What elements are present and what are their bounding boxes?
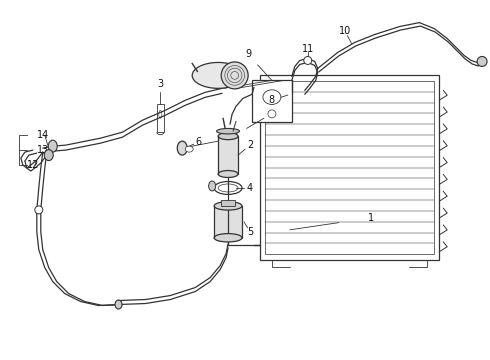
Text: 1: 1 [368,213,374,223]
Ellipse shape [218,171,238,177]
Circle shape [35,206,43,214]
Text: 5: 5 [247,227,253,237]
Text: 9: 9 [245,49,251,59]
Ellipse shape [185,146,193,152]
Ellipse shape [177,141,187,155]
Ellipse shape [115,300,122,309]
Text: 14: 14 [37,130,49,140]
Ellipse shape [192,62,244,88]
Ellipse shape [217,129,240,134]
Circle shape [268,110,276,118]
Text: 13: 13 [37,145,49,155]
Bar [218,136,238,174]
Ellipse shape [218,184,238,192]
Circle shape [304,57,312,64]
Bar [221,200,235,206]
Bar [260,75,439,260]
Ellipse shape [263,90,281,104]
Text: 11: 11 [302,44,314,54]
Ellipse shape [218,133,238,140]
Text: 3: 3 [157,79,163,89]
Text: 6: 6 [195,137,201,147]
Bar [252,80,292,122]
Circle shape [221,62,248,89]
Ellipse shape [214,202,242,210]
Ellipse shape [44,150,53,161]
Bar [214,206,242,238]
Ellipse shape [214,181,242,194]
Bar [157,104,164,132]
Text: 12: 12 [26,160,39,170]
Ellipse shape [214,234,242,242]
Text: 2: 2 [247,140,253,150]
Ellipse shape [209,181,216,191]
Bar [266,81,434,254]
Text: 4: 4 [247,183,253,193]
Circle shape [477,57,487,67]
Text: 10: 10 [339,26,351,36]
Text: 7: 7 [232,130,238,140]
Ellipse shape [48,140,57,152]
Text: 8: 8 [269,95,275,105]
